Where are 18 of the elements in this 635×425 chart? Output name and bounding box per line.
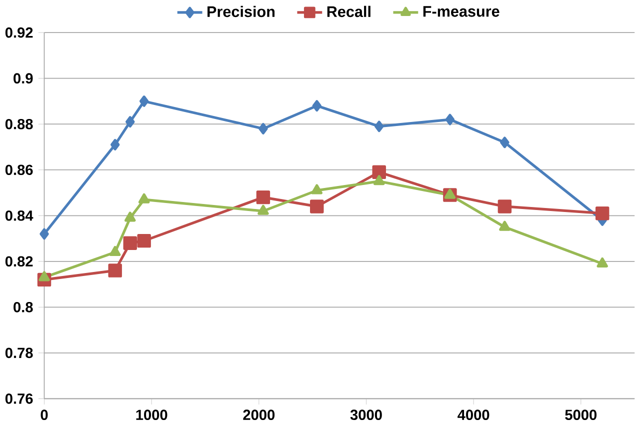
y-tick-label: 0.88 xyxy=(5,118,33,130)
x-tick-label: 3000 xyxy=(350,410,382,420)
y-tick-label: 0.8 xyxy=(14,302,33,312)
y-tick-label: 0.92 xyxy=(5,27,33,38)
x-tick-label: 2000 xyxy=(243,410,275,420)
y-tick-label: 0.78 xyxy=(5,348,33,358)
legend-label: Recall xyxy=(327,6,370,18)
y-tick-label: 0.76 xyxy=(5,394,33,404)
y-tick-label: 0.82 xyxy=(5,256,33,267)
x-tick-label: 0 xyxy=(40,410,48,420)
legend-label: F-measure xyxy=(423,6,500,17)
legend-label: Precision xyxy=(208,6,275,18)
x-tick-label: 4000 xyxy=(458,410,490,420)
y-tick-label: 0.86 xyxy=(5,164,33,176)
x-tick-label: 5000 xyxy=(565,410,597,420)
y-tick-label: 0.9 xyxy=(14,73,33,84)
y-tick-label: 0.84 xyxy=(5,210,34,221)
x-tick-label: 1000 xyxy=(136,410,168,420)
